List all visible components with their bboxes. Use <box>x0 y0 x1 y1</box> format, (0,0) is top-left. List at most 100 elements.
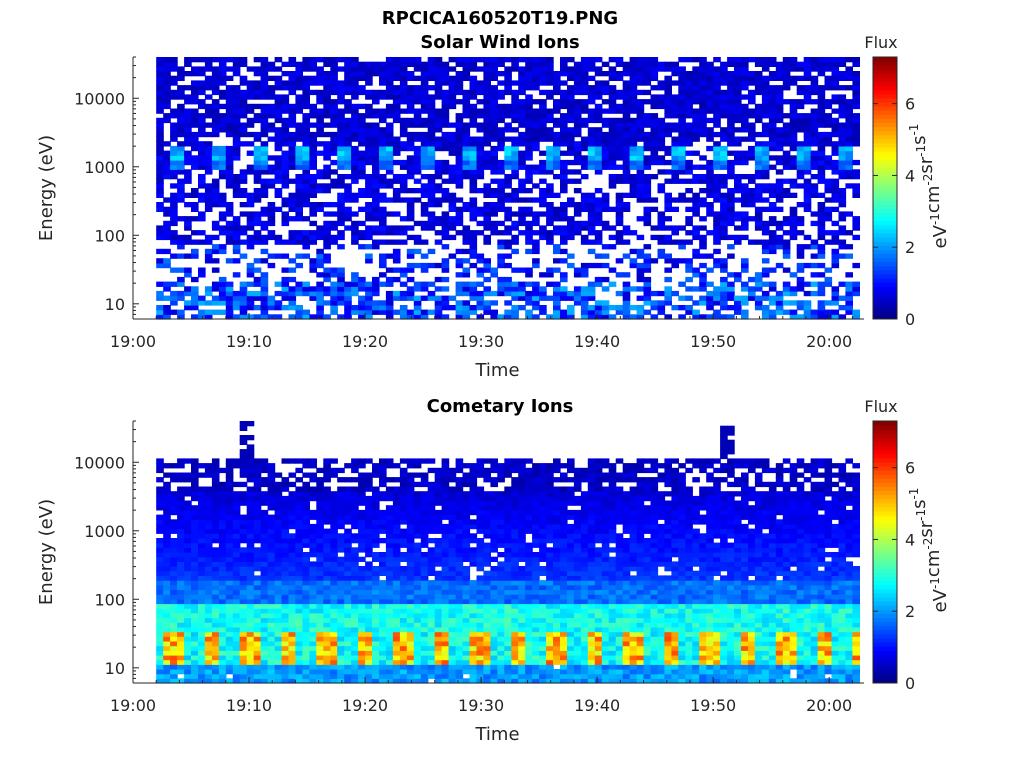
heatmap-cell <box>198 542 206 548</box>
heatmap-cell <box>288 472 297 478</box>
heatmap-cell <box>392 197 401 203</box>
heatmap-cell <box>316 188 324 194</box>
heatmap-cell <box>260 542 269 548</box>
heatmap-cell <box>218 211 227 217</box>
heatmap-cell <box>163 603 171 609</box>
heatmap-cell <box>622 131 631 138</box>
heatmap-cell <box>469 66 478 72</box>
heatmap-cell <box>232 556 241 562</box>
heatmap-cell <box>761 80 770 86</box>
heatmap-cell <box>198 178 206 184</box>
heatmap-cell <box>824 103 833 110</box>
heatmap-cell <box>455 71 464 77</box>
heatmap-cell <box>539 230 547 236</box>
heatmap-cell <box>218 159 227 166</box>
heatmap-cell <box>302 57 310 63</box>
heatmap-cell <box>643 61 652 67</box>
heatmap-cell <box>476 206 485 212</box>
heatmap-cell <box>253 584 262 591</box>
heatmap-cell <box>239 253 248 259</box>
heatmap-cell <box>253 57 262 63</box>
heatmap-cell <box>775 309 784 315</box>
heatmap-cell <box>232 225 241 231</box>
heatmap-cell <box>365 290 373 297</box>
heatmap-cell <box>657 99 666 105</box>
heatmap-cell <box>281 85 290 91</box>
heatmap-cell <box>204 523 213 530</box>
heatmap-cell <box>295 192 303 198</box>
heatmap-cell <box>204 509 213 516</box>
heatmap-cell <box>587 290 596 297</box>
heatmap-cell <box>288 178 297 184</box>
heatmap-cell <box>316 295 324 301</box>
heatmap-cell <box>824 61 833 67</box>
heatmap-cell <box>427 155 436 161</box>
heatmap-cell <box>392 71 401 77</box>
heatmap-cell <box>643 211 652 217</box>
heatmap-cell <box>337 286 345 292</box>
heatmap-cell <box>483 80 491 86</box>
heatmap-cell <box>323 141 331 147</box>
heatmap-cell <box>476 174 485 180</box>
heatmap-cell <box>218 94 227 100</box>
heatmap-cell <box>184 486 192 492</box>
heatmap-cell <box>413 85 422 91</box>
heatmap-cell <box>288 258 297 264</box>
heatmap-cell <box>316 113 324 119</box>
heatmap-cell <box>232 94 241 100</box>
heatmap-cell <box>608 75 617 81</box>
heatmap-cell <box>678 178 686 184</box>
heatmap-cell <box>260 159 269 166</box>
heatmap-cell <box>852 94 860 100</box>
heatmap-cell <box>469 85 478 91</box>
heatmap-cell <box>580 117 589 124</box>
heatmap-cell <box>309 598 317 605</box>
heatmap-cell <box>288 234 297 241</box>
heatmap-cell <box>643 80 652 86</box>
heatmap-cell <box>615 206 624 212</box>
heatmap-cell <box>685 71 693 77</box>
heatmap-cell <box>260 103 269 110</box>
heatmap-cell <box>622 127 631 133</box>
heatmap-cell <box>678 66 686 72</box>
heatmap-cell <box>177 234 185 241</box>
heatmap-cell <box>845 99 853 105</box>
heatmap-cell <box>309 626 317 633</box>
heatmap-cell <box>302 164 310 170</box>
heatmap-cell <box>741 262 749 269</box>
heatmap-cell <box>198 211 206 217</box>
heatmap-cell <box>323 169 331 175</box>
heatmap-cell <box>796 169 805 175</box>
heatmap-cell <box>671 66 679 72</box>
heatmap-cell <box>232 178 241 184</box>
heatmap-cell <box>267 617 276 623</box>
heatmap-cell <box>225 556 234 562</box>
heatmap-cell <box>392 174 401 180</box>
heatmap-cell <box>817 113 826 119</box>
heatmap-cell <box>399 230 408 236</box>
heatmap-cell <box>664 89 672 96</box>
heatmap-cell <box>184 608 192 614</box>
heatmap-cell <box>330 239 338 245</box>
heatmap-cell <box>838 131 847 138</box>
heatmap-cell <box>518 159 526 166</box>
heatmap-cell <box>741 211 749 217</box>
heatmap-cell <box>156 164 164 170</box>
heatmap-cell <box>260 71 269 77</box>
heatmap-cell <box>413 300 422 306</box>
heatmap-cell <box>650 150 659 156</box>
heatmap-cell <box>204 486 213 492</box>
heatmap-cell <box>615 131 624 138</box>
heatmap-cell <box>267 594 276 600</box>
heatmap-cell <box>274 481 283 488</box>
heatmap-cell <box>462 314 471 320</box>
heatmap-cell <box>518 183 526 189</box>
heatmap-cell <box>539 75 547 81</box>
heatmap-cell <box>504 290 512 297</box>
heatmap-cell <box>518 75 526 81</box>
heatmap-cell <box>727 192 735 198</box>
heatmap-cell <box>636 122 645 128</box>
heatmap-cell <box>761 113 770 119</box>
heatmap-cell <box>295 556 303 562</box>
heatmap-cell <box>462 290 471 297</box>
